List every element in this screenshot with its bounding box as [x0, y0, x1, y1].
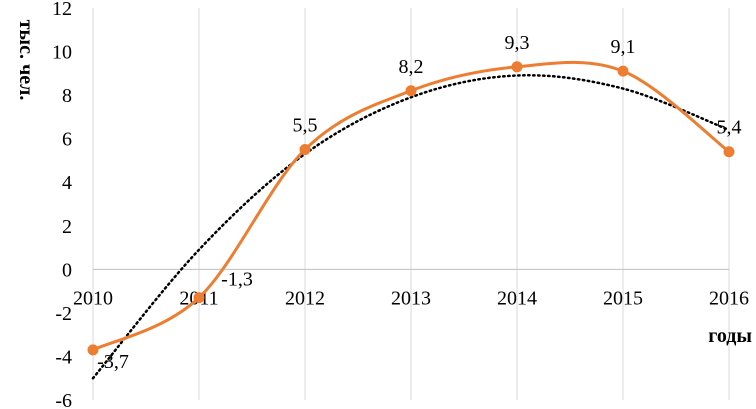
x-tick-label: 2010 — [73, 287, 113, 309]
y-axis-title: тыс. чел. — [15, 20, 37, 101]
trendline-layer — [91, 74, 731, 380]
data-label: -1,3 — [221, 269, 253, 291]
data-point — [723, 146, 735, 158]
y-tick-label: 2 — [62, 216, 72, 238]
data-label: 9,3 — [505, 32, 530, 54]
data-point — [511, 61, 523, 73]
x-axis-title: годы — [708, 325, 752, 347]
data-point — [405, 85, 417, 97]
data-point — [617, 65, 629, 77]
x-tick-label: 2016 — [709, 287, 749, 309]
data-point — [87, 344, 99, 356]
data-point — [193, 292, 205, 304]
series-layer — [87, 60, 735, 356]
data-label: 8,2 — [399, 56, 424, 78]
data-point — [299, 144, 311, 156]
y-tick-label: 0 — [62, 259, 72, 281]
x-tick-label: 2015 — [603, 287, 643, 309]
data-label: -3,7 — [97, 351, 129, 373]
y-tick-label: -6 — [55, 390, 72, 409]
label-layer: -3,7 -1,3 5,5 8,2 9,3 9,1 5,4 — [97, 32, 741, 373]
y-tick-label: -4 — [55, 346, 72, 368]
data-label: 5,4 — [717, 117, 742, 139]
x-tick-label: 2014 — [497, 287, 537, 309]
y-tick-label: 8 — [62, 85, 72, 107]
x-tick-label: 2012 — [285, 287, 325, 309]
trendline — [91, 74, 731, 380]
x-tick-label: 2013 — [391, 287, 431, 309]
y-tick-label: 12 — [52, 0, 72, 20]
y-tick-label: 10 — [52, 42, 72, 64]
y-tick-label: 6 — [62, 129, 72, 151]
data-label: 5,5 — [293, 115, 318, 137]
y-tick-label: 4 — [62, 172, 72, 194]
y-tick-label: -2 — [55, 303, 72, 325]
data-label: 9,1 — [611, 36, 636, 58]
